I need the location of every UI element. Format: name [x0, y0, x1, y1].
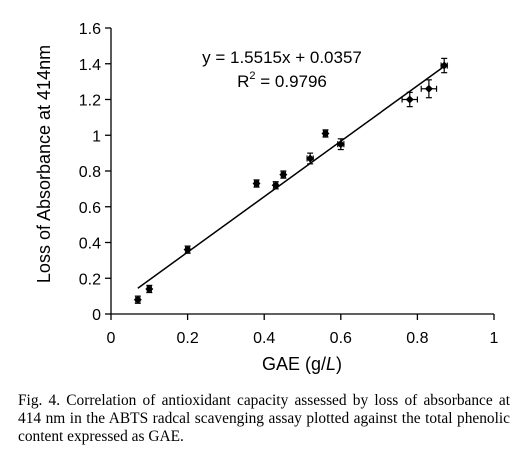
x-tick-label: 0.8: [406, 330, 428, 347]
point-marker: [279, 170, 288, 179]
x-axis-title-unit: L: [326, 354, 336, 374]
trendline-group: [137, 65, 445, 289]
y-tick-label: 1.2: [79, 93, 101, 110]
point-marker: [321, 129, 330, 138]
data-point: [133, 295, 142, 304]
point-marker: [183, 245, 192, 254]
data-point: [271, 181, 280, 190]
data-point: [306, 152, 315, 165]
r2-value: = 0.9796: [256, 72, 327, 91]
data-point: [145, 284, 154, 294]
x-tick-label: 0.6: [330, 330, 352, 347]
point-marker: [336, 140, 345, 149]
y-tick-label: 0.6: [79, 200, 101, 217]
data-point: [279, 170, 288, 179]
scatter-chart: 0 0.2 0.4 0.6 0.8 1 1.2 1.4 1.6 0 0.2 0.4 0.6 0.8 1 y …: [34, 21, 499, 374]
r2-prefix: R: [237, 72, 249, 91]
y-tick-label: 0.2: [79, 271, 101, 288]
y-axis-title: Loss of Absorbance at 414nm: [34, 45, 54, 283]
data-points: [133, 57, 449, 304]
data-point: [440, 57, 449, 74]
y-tick-label: 1: [92, 128, 101, 145]
chart-svg: 0 0.2 0.4 0.6 0.8 1 1.2 1.4 1.6 0 0.2 0.4 0.6 0.8 1 y …: [34, 21, 499, 374]
x-tick-label: 0.2: [176, 330, 198, 347]
point-marker: [271, 181, 280, 190]
x-axis-title-suffix: ): [336, 354, 342, 374]
y-tick-label: 1.6: [79, 21, 101, 38]
x-tick-label: 0: [107, 330, 116, 347]
x-axis-title-prefix: GAE (g/: [262, 354, 326, 374]
r2-superscript: 2: [249, 70, 255, 82]
data-point: [336, 138, 345, 151]
data-point: [252, 179, 261, 188]
point-marker: [133, 295, 142, 304]
data-point: [420, 79, 438, 99]
y-tick-label: 0.4: [79, 236, 101, 253]
x-tick-label: 0.4: [253, 330, 275, 347]
point-marker: [440, 61, 449, 70]
data-point: [401, 91, 418, 108]
r-squared-label: R2 = 0.9796: [237, 70, 327, 91]
point-marker: [424, 84, 433, 93]
point-marker: [145, 284, 154, 293]
axes: 0 0.2 0.4 0.6 0.8 1 1.2 1.4 1.6 0 0.2 0.4 0.6 0.8 1: [79, 21, 499, 347]
data-point: [183, 245, 192, 254]
point-marker: [306, 154, 315, 163]
figure-caption: Fig. 4. Correlation of antioxidant capac…: [18, 392, 510, 445]
y-tick-label: 0: [92, 307, 101, 324]
y-tick-label: 0.8: [79, 164, 101, 181]
x-axis-title: GAE (g/L): [262, 354, 342, 374]
point-marker: [405, 95, 414, 104]
data-point: [321, 129, 330, 138]
regression-equation: y = 1.5515x + 0.0357: [202, 48, 362, 67]
trendline: [137, 65, 445, 289]
point-marker: [252, 179, 261, 188]
y-tick-label: 1.4: [79, 57, 101, 74]
x-tick-label: 1: [490, 330, 499, 347]
